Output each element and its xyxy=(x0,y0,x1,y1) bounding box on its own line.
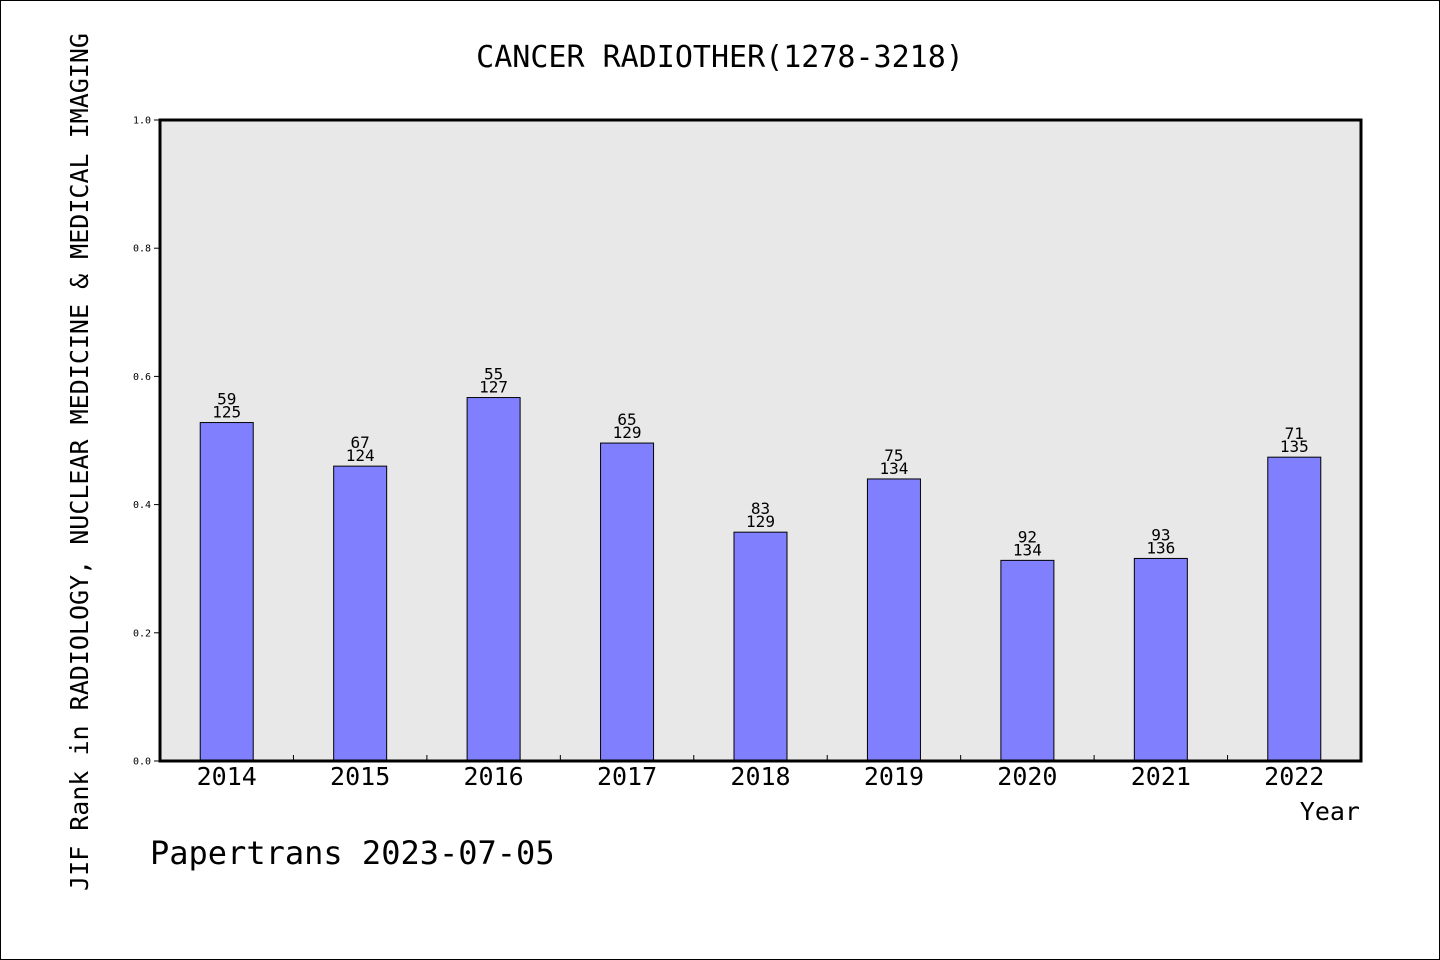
bar-2018 xyxy=(733,531,788,762)
x-tick-label: 2019 xyxy=(864,762,924,791)
data-label-total: 129 xyxy=(746,512,775,531)
data-label-total: 134 xyxy=(1013,540,1042,559)
bar-2021 xyxy=(1133,557,1188,762)
y-tick-label: 1.0 xyxy=(133,116,151,127)
x-tick-label: 2022 xyxy=(1264,762,1324,791)
bar-2016 xyxy=(466,397,521,762)
bar-2015 xyxy=(333,465,388,762)
data-label-total: 127 xyxy=(479,378,508,397)
data-label-total: 129 xyxy=(613,423,642,442)
bar-2022 xyxy=(1267,456,1322,762)
chart-title: CANCER RADIOTHER(1278-3218) xyxy=(476,40,964,75)
data-label-total: 125 xyxy=(212,403,241,422)
data-label-rank: 93 xyxy=(1151,525,1170,544)
data-label-total: 124 xyxy=(346,446,375,465)
data-label-rank: 55 xyxy=(484,365,503,384)
bar-2020 xyxy=(1000,559,1055,762)
data-label-rank: 71 xyxy=(1285,424,1304,443)
x-tick-label: 2017 xyxy=(597,762,657,791)
x-tick-label: 2020 xyxy=(997,762,1057,791)
data-label-rank: 59 xyxy=(217,390,236,409)
x-tick-label: 2016 xyxy=(464,762,524,791)
watermark: Papertrans 2023-07-05 xyxy=(150,834,555,872)
data-label-total: 134 xyxy=(879,459,908,478)
bar-2014 xyxy=(199,422,254,762)
bars-group: 5912567124551276512983129751349213493136… xyxy=(199,365,1322,762)
data-label-rank: 83 xyxy=(751,499,770,518)
plot-frame xyxy=(158,118,1363,763)
bar-2017 xyxy=(600,442,655,762)
data-label-rank: 67 xyxy=(351,433,370,452)
y-tick-label: 0.8 xyxy=(133,244,151,255)
y-tick-label: 0.2 xyxy=(133,628,151,639)
y-tick-label: 0.0 xyxy=(133,757,151,768)
data-label-total: 136 xyxy=(1146,538,1175,557)
x-tick-label: 2021 xyxy=(1131,762,1191,791)
data-label-rank: 65 xyxy=(617,410,636,429)
y-tick-label: 0.6 xyxy=(133,372,151,383)
x-ticks-group: 2014 2015 2016 2017 2018 2019 2020 2021 2022 xyxy=(197,755,1324,791)
y-tick-label: 0.4 xyxy=(133,500,151,511)
x-tick-label: 2018 xyxy=(730,762,790,791)
y-axis-label: JIF Rank in RADIOLOGY, NUCLEAR MEDICINE … xyxy=(65,33,94,891)
data-label-rank: 92 xyxy=(1018,527,1037,546)
bar-2019 xyxy=(866,478,921,762)
data-label-rank: 75 xyxy=(884,446,903,465)
x-tick-label: 2014 xyxy=(197,762,257,791)
x-tick-label: 2015 xyxy=(330,762,390,791)
x-axis-label: Year xyxy=(1300,797,1360,826)
data-label-total: 135 xyxy=(1280,437,1309,456)
